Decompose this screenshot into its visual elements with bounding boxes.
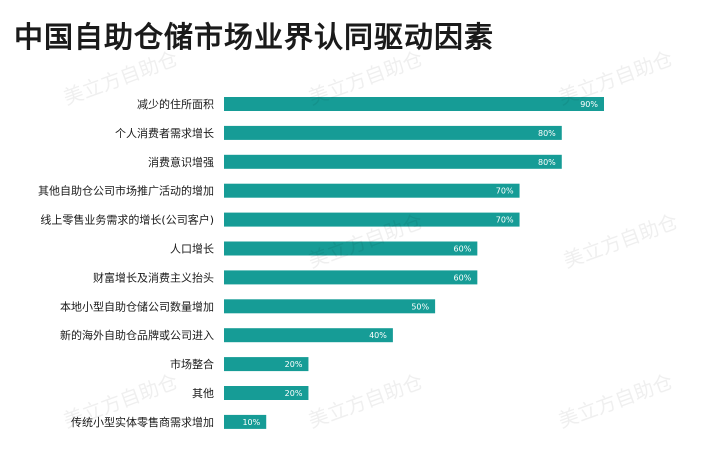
category-label: 财富增长及消费主义抬头 <box>93 270 214 284</box>
bar <box>224 270 478 285</box>
bar <box>224 97 604 111</box>
value-label: 80% <box>538 158 556 167</box>
bar <box>224 212 520 227</box>
value-label: 90% <box>580 100 598 109</box>
bar <box>224 328 393 343</box>
value-label: 50% <box>411 302 429 311</box>
bar <box>224 154 562 169</box>
value-label: 20% <box>285 389 303 398</box>
category-label: 其他 <box>192 387 214 400</box>
bar <box>224 241 478 256</box>
category-label: 本地小型自助仓储公司数量增加 <box>60 299 214 313</box>
bar <box>224 125 562 140</box>
category-label: 市场整合 <box>170 357 214 371</box>
bar <box>224 357 309 372</box>
value-label: 70% <box>496 216 514 225</box>
category-label: 人口增长 <box>170 242 214 256</box>
category-label: 传统小型实体零售商需求增加 <box>71 415 214 429</box>
category-label: 其他自助仓公司市场推广活动的增加 <box>38 184 214 198</box>
bar <box>224 414 267 429</box>
bar <box>224 183 520 198</box>
value-label: 60% <box>454 273 472 282</box>
value-label: 20% <box>285 360 303 369</box>
value-label: 60% <box>454 245 472 254</box>
category-label: 消费意识增强 <box>148 155 214 169</box>
category-label: 减少的住所面积 <box>137 97 214 111</box>
page-title: 中国自助仓储市场业界认同驱动因素 <box>14 20 495 54</box>
value-label: 80% <box>538 129 556 138</box>
value-label: 10% <box>242 418 260 427</box>
bar <box>224 386 309 400</box>
category-label: 个人消费者需求增长 <box>115 126 214 140</box>
bar <box>224 299 436 314</box>
category-label: 线上零售业务需求的增长(公司客户) <box>40 213 214 227</box>
category-label: 新的海外自助仓品牌或公司进入 <box>60 328 214 342</box>
value-label: 40% <box>369 331 387 340</box>
value-label: 70% <box>496 187 514 196</box>
